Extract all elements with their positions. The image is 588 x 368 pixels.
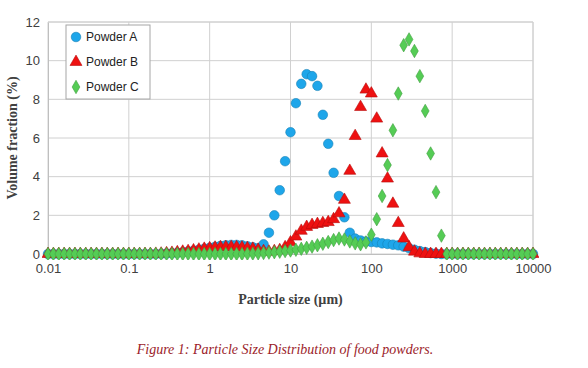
point	[373, 212, 381, 225]
y-tick-label: 4	[33, 169, 40, 184]
y-axis-line	[48, 23, 49, 255]
series-1	[42, 83, 539, 258]
point	[296, 79, 306, 89]
legend-label: Powder A	[86, 30, 137, 44]
point	[421, 104, 429, 117]
point	[344, 164, 356, 174]
legend: Powder A Powder B Powder C	[66, 25, 150, 99]
y-tick: 8	[33, 92, 48, 107]
y-grid-line	[48, 22, 533, 23]
point	[286, 127, 296, 137]
y-tick-label: 12	[26, 15, 40, 30]
y-tick: 4	[33, 169, 48, 184]
point	[291, 98, 301, 108]
point	[365, 87, 377, 97]
y-grid-line	[48, 215, 533, 216]
x-grid-line	[533, 22, 534, 254]
y-axis: 0 2 4 6 8 10 12	[26, 15, 49, 262]
point	[411, 44, 419, 57]
legend-box	[66, 25, 150, 99]
point	[362, 236, 370, 249]
legend-label: Powder C	[86, 80, 139, 94]
x-axis-title: Particle size (µm)	[238, 292, 343, 308]
point	[394, 87, 402, 100]
point	[367, 228, 375, 241]
legend-label: Powder B	[86, 55, 138, 69]
point	[389, 124, 397, 137]
point	[333, 206, 345, 216]
x-grid-line	[48, 22, 49, 254]
y-tick: 12	[26, 15, 48, 30]
legend-marker	[71, 32, 81, 42]
point	[438, 229, 446, 242]
chart: 0.010.1110100100010000024681012Powder AP…	[0, 0, 588, 368]
y-tick-label: 10	[26, 53, 40, 68]
x-tick-label: 1000	[438, 261, 467, 276]
grid	[48, 22, 533, 254]
y-axis-title: Volume fraction (%)	[5, 76, 21, 199]
series-2	[44, 33, 537, 260]
caption: Figure 1: Particle Size Distribution of …	[136, 342, 434, 357]
x-tick-label: 100	[361, 261, 383, 276]
point	[416, 69, 424, 82]
y-grid-line	[48, 138, 533, 139]
x-tick-label: 0.1	[120, 261, 138, 276]
y-tick: 6	[33, 131, 48, 146]
point	[329, 168, 339, 178]
x-tick: 10	[284, 254, 298, 276]
y-tick-label: 0	[33, 247, 40, 262]
point	[376, 147, 388, 157]
point	[270, 211, 280, 221]
y-tick-label: 8	[33, 92, 40, 107]
point	[318, 110, 328, 120]
point	[275, 185, 285, 195]
point	[398, 232, 410, 242]
x-tick-label: 10000	[515, 261, 551, 276]
point	[323, 139, 333, 149]
x-tick-label: 10	[284, 261, 298, 276]
plot-frame	[533, 22, 534, 254]
point	[529, 247, 537, 260]
y-tick-label: 6	[33, 131, 40, 146]
point	[280, 156, 290, 166]
point	[378, 189, 386, 202]
point	[384, 158, 392, 171]
x-tick-label: 1	[207, 261, 214, 276]
point	[338, 193, 350, 203]
point	[382, 172, 394, 182]
x-tick: 100	[361, 254, 383, 276]
point	[392, 216, 404, 226]
x-tick-label: 0.01	[36, 261, 61, 276]
point	[432, 185, 440, 198]
point	[264, 228, 274, 238]
point	[307, 71, 317, 81]
legend-marker	[70, 55, 82, 65]
marks	[42, 33, 539, 260]
point	[355, 100, 367, 110]
point	[427, 147, 435, 160]
point	[313, 81, 323, 91]
y-tick: 2	[33, 208, 48, 223]
point	[371, 112, 383, 122]
point	[405, 33, 413, 46]
y-grid-line	[48, 176, 533, 177]
legend-marker	[72, 80, 80, 93]
point	[387, 197, 399, 207]
y-tick-label: 2	[33, 208, 40, 223]
point	[349, 129, 361, 139]
plot-frame	[48, 22, 533, 23]
y-tick: 10	[26, 53, 48, 68]
